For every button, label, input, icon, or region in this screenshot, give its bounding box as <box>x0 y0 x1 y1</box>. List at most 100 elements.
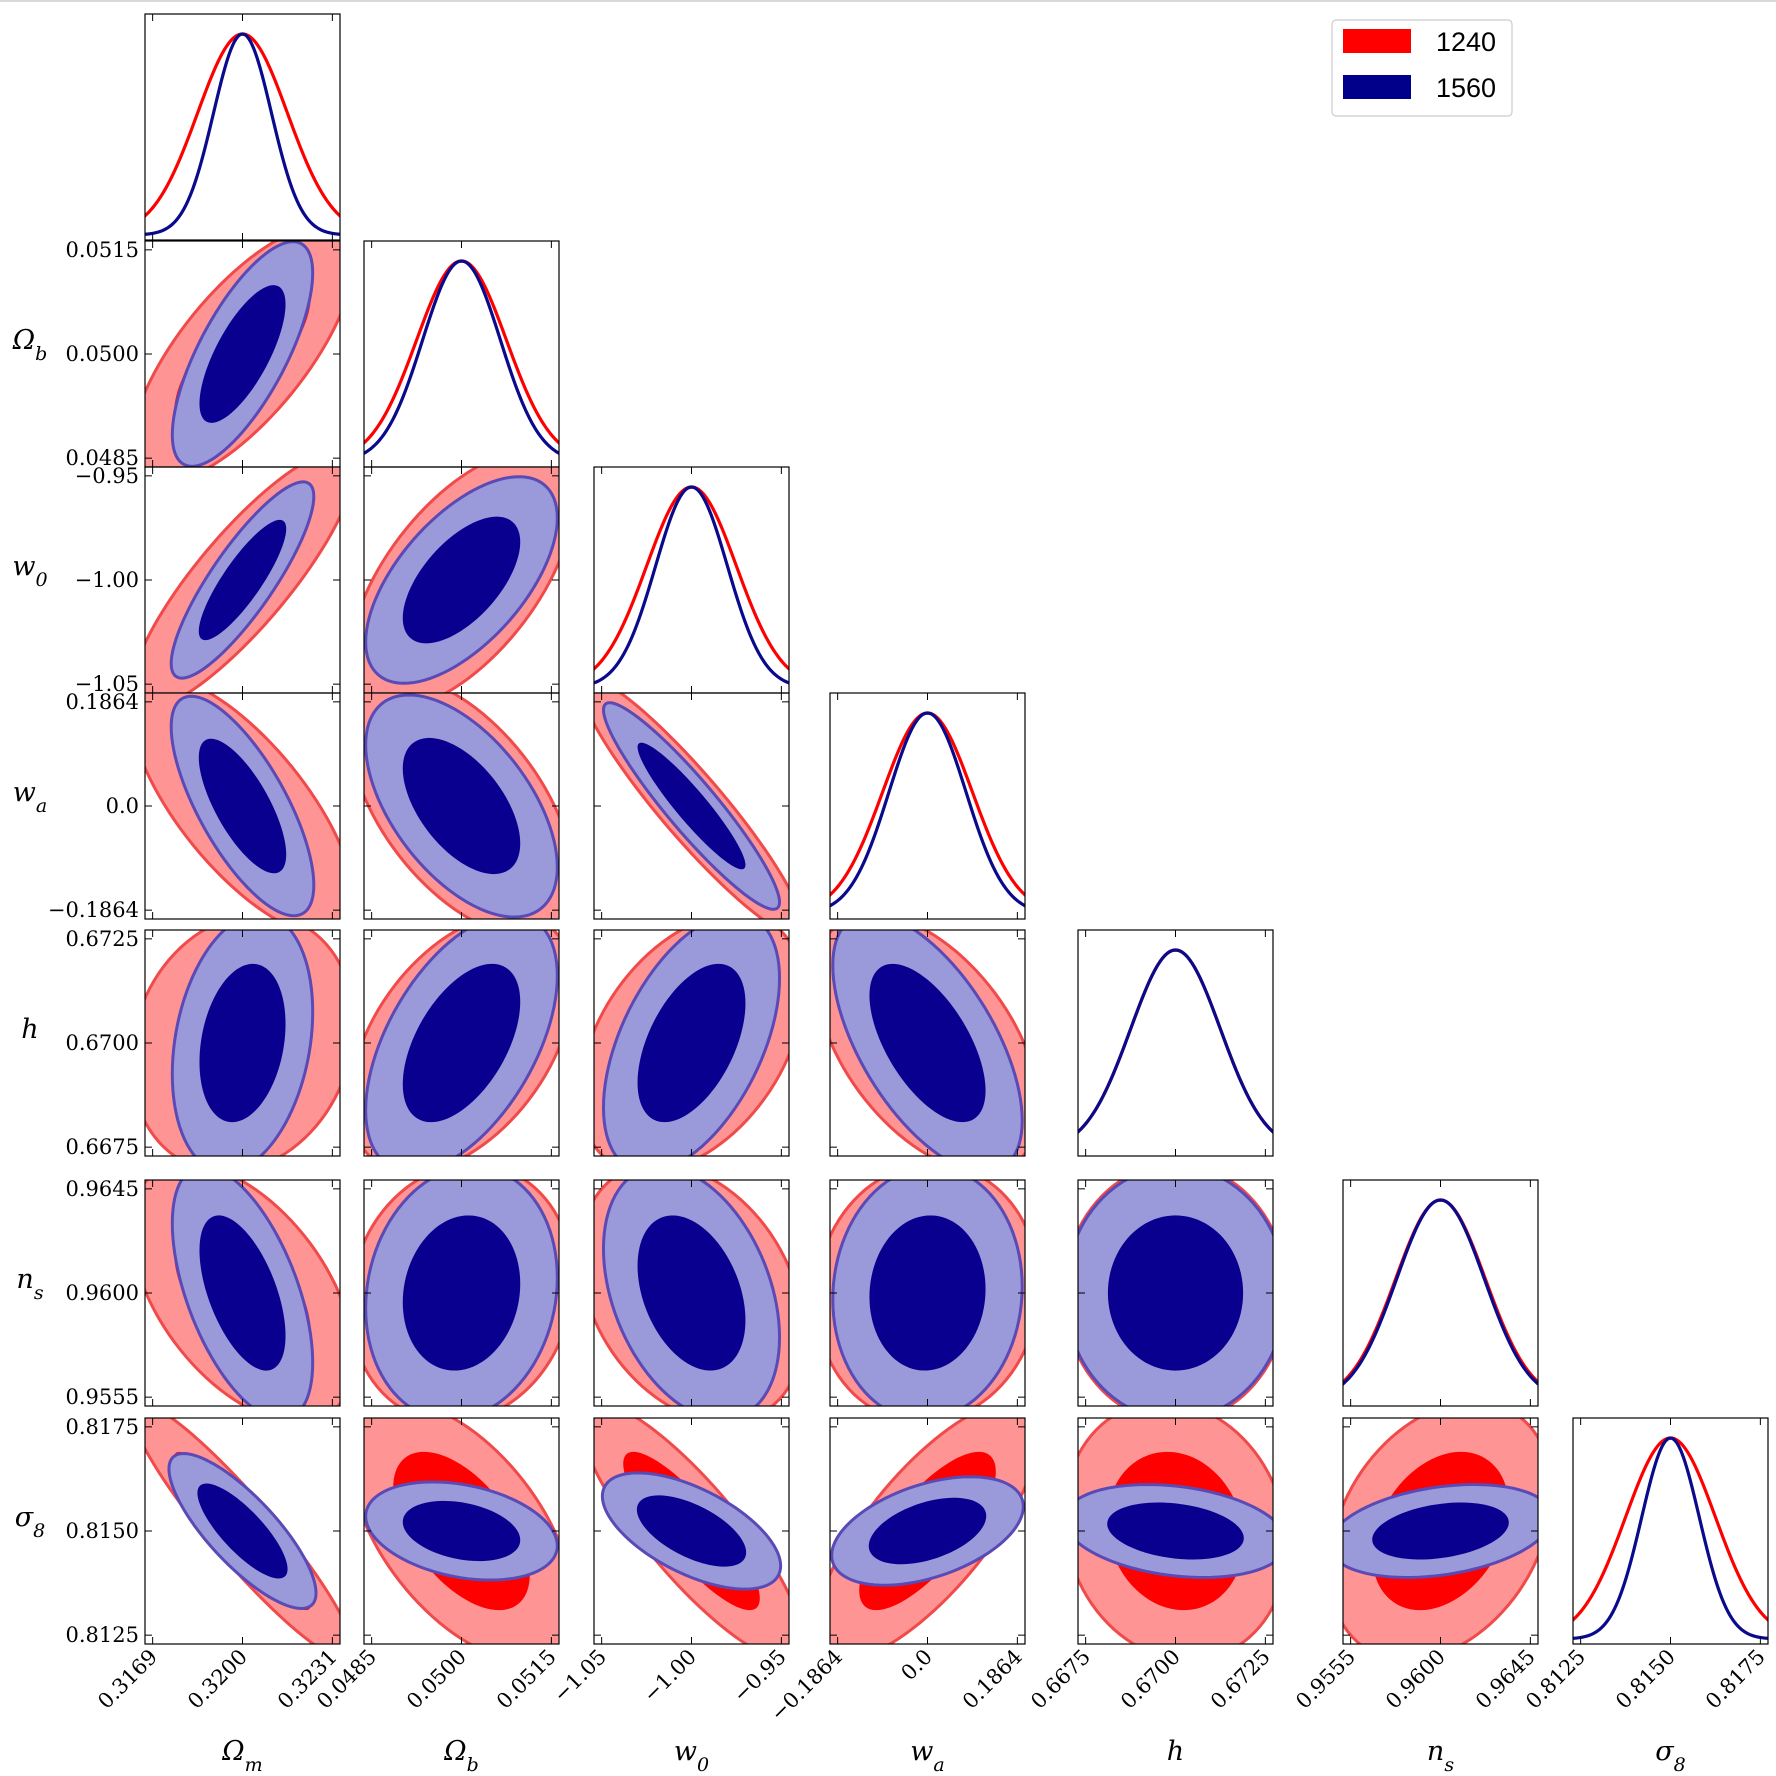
x-tick-label: −1.00 <box>639 1645 701 1707</box>
y-tick-label: −0.95 <box>75 464 139 488</box>
panel-content <box>1078 948 1273 1135</box>
y-axis-label-w0-symbol: w <box>12 551 35 582</box>
panel-wa-Ob <box>363 692 560 920</box>
panel-content <box>594 1180 789 1406</box>
panel-content <box>1343 1418 1538 1644</box>
marginal-wa-red <box>830 711 1025 898</box>
x-tick-label: 0.9600 <box>1381 1645 1450 1714</box>
y-axis-label-h: h <box>21 1014 38 1045</box>
panel-frame <box>1342 1179 1539 1407</box>
x-axis-label-Om-symbol: Ω <box>221 1736 244 1767</box>
y-axis-label-w0-subscript: 0 <box>36 569 48 591</box>
y-tick-label: 0.6675 <box>66 1135 139 1159</box>
marginal-Om-blue <box>145 32 340 236</box>
panel-content <box>830 930 1025 1156</box>
y-axis-label-s8-symbol: σ <box>15 1502 35 1533</box>
panel-ns-Ob <box>363 1179 560 1407</box>
panel-content <box>1078 1418 1273 1644</box>
panel-content <box>1078 1180 1273 1406</box>
contour-1560-inner <box>869 1215 986 1371</box>
x-tick-label: 0.0515 <box>492 1645 561 1714</box>
x-tick-label: 0.6700 <box>1116 1645 1185 1714</box>
panel-content <box>364 1180 559 1406</box>
contour-1560-inner <box>402 516 521 644</box>
x-axis-label-s8-symbol: σ <box>1655 1736 1675 1767</box>
contour-1560-inner <box>869 963 986 1123</box>
contour-1560-inner <box>637 742 746 870</box>
panel-h-Ob <box>363 929 560 1157</box>
marginal-s8-red <box>1573 1436 1768 1623</box>
panel-wa-w0 <box>593 692 790 920</box>
panel-content <box>1573 1436 1768 1640</box>
panel-frame <box>829 692 1026 920</box>
panel-s8-h <box>1077 1417 1274 1645</box>
panel-content <box>594 485 789 685</box>
x-axis-label-wa-symbol: w <box>910 1736 933 1767</box>
panel-w0-Om <box>144 466 341 694</box>
y-axis-label-wa-symbol: w <box>13 777 36 808</box>
panel-content <box>145 241 340 467</box>
x-axis-label-ns: ns <box>1427 1736 1454 1776</box>
y-tick-label: 0.1864 <box>66 690 139 714</box>
y-axis-label-ns: ns <box>16 1264 43 1304</box>
x-axis-label-w0-symbol: w <box>674 1736 697 1767</box>
panel-content <box>364 1418 559 1644</box>
x-axis-label-Ob-symbol: Ω <box>443 1736 466 1767</box>
panel-s8-ns <box>1342 1417 1539 1645</box>
marginal-Ob-blue <box>364 259 559 456</box>
panel-Ob-Ob <box>363 240 560 468</box>
panel-content <box>145 693 340 919</box>
contour-1560-inner <box>198 519 287 641</box>
x-axis-label-h: h <box>1167 1736 1184 1767</box>
x-tick-label: 0.0500 <box>402 1645 471 1714</box>
x-axis-label-w0: w0 <box>674 1736 709 1776</box>
marginal-s8-blue <box>1573 1436 1768 1640</box>
x-axis-label-Om: Ωm <box>221 1736 262 1776</box>
x-axis-label-w0-subscript: 0 <box>697 1754 709 1776</box>
panel-h-Om <box>144 929 341 1157</box>
y-tick-label: 0.0515 <box>66 238 139 262</box>
x-axis-label-s8: σ8 <box>1655 1736 1686 1776</box>
panel-ns-w0 <box>593 1179 790 1407</box>
y-tick-label: 0.0485 <box>66 446 139 470</box>
marginal-Ob-red <box>364 259 559 446</box>
panel-content <box>145 32 340 236</box>
panel-frame <box>1077 929 1274 1157</box>
panel-content <box>1343 1198 1538 1386</box>
contour-1560-inner <box>1372 1502 1509 1560</box>
contour-1560-inner <box>402 1500 521 1562</box>
y-axis-label-w0: w0 <box>12 551 47 591</box>
x-axis-label-Ob: Ωb <box>443 1736 479 1776</box>
legend-label-1240: 1240 <box>1436 27 1496 57</box>
panel-ns-ns <box>1342 1179 1539 1407</box>
contour-1560-inner <box>197 1483 288 1579</box>
panel-w0-w0 <box>593 466 790 694</box>
y-tick-label: −0.1864 <box>48 898 139 922</box>
contour-1560-inner <box>199 963 286 1123</box>
panel-frame <box>363 240 560 468</box>
panel-content <box>364 930 559 1156</box>
panel-content <box>594 1418 789 1644</box>
panel-content <box>145 1180 340 1406</box>
contour-1560-inner <box>868 1497 987 1565</box>
panel-s8-wa <box>829 1417 1026 1645</box>
y-tick-label: 0.6725 <box>66 927 139 951</box>
marginal-w0-red <box>594 485 789 672</box>
marginal-wa-blue <box>830 711 1025 908</box>
y-tick-label: 0.9555 <box>66 1385 139 1409</box>
y-axis-label-wa-subscript: a <box>36 795 47 817</box>
x-tick-label: 0.1864 <box>958 1645 1027 1714</box>
panel-frame <box>593 466 790 694</box>
x-axis-label-wa-subscript: a <box>933 1754 944 1776</box>
x-tick-label: 0.8150 <box>1611 1645 1680 1714</box>
x-tick-label: 0.6725 <box>1206 1645 1275 1714</box>
panel-wa-Om <box>144 692 341 920</box>
legend-label-1560: 1560 <box>1436 73 1496 103</box>
contour-1560-inner <box>199 1215 286 1371</box>
panel-frame <box>144 13 341 241</box>
y-tick-label: 0.8125 <box>66 1623 139 1647</box>
marginal-ns-blue <box>1343 1198 1538 1386</box>
x-axis-label-Om-subscript: m <box>245 1754 263 1776</box>
panel-content <box>364 259 559 456</box>
x-axis-label-h-symbol: h <box>1167 1736 1184 1767</box>
